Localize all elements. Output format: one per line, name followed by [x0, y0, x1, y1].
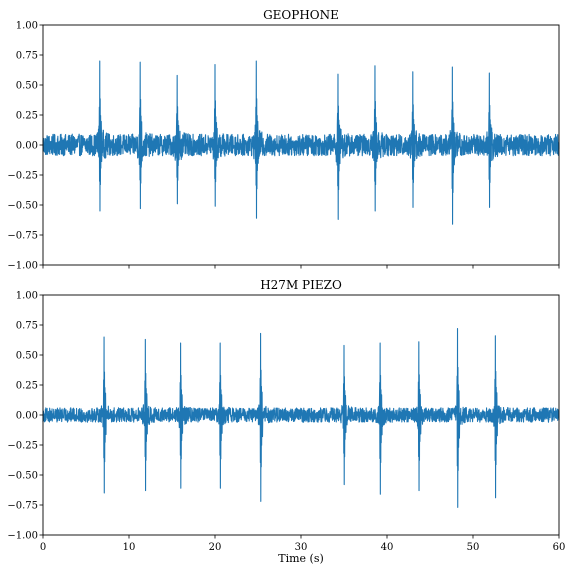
y-tick-label: 0.75 — [16, 51, 38, 62]
plot-area-piezo — [42, 328, 560, 508]
plot-area-geophone — [42, 60, 560, 225]
signal-line — [42, 60, 560, 225]
y-tick-label: 1.00 — [16, 291, 38, 302]
x-tick-label: 40 — [381, 542, 394, 553]
y-tick-label: 1.00 — [16, 21, 38, 32]
chart-title: H27M PIEZO — [260, 278, 342, 292]
y-tick-label: −1.00 — [7, 531, 38, 542]
y-tick-label: −0.25 — [7, 441, 38, 452]
y-tick-label: −1.00 — [7, 261, 38, 272]
x-tick-label: 0 — [40, 542, 46, 553]
y-tick-label: −0.25 — [7, 171, 38, 182]
y-tick-label: 0.50 — [16, 81, 38, 92]
chart-title: GEOPHONE — [263, 8, 339, 22]
x-tick-label: 50 — [467, 542, 480, 553]
x-tick-label: 10 — [123, 542, 136, 553]
panel-geophone: GEOPHONE −1.00 −0.75 −0.50 −0.25 0.00 0.25 0.5… — [7, 8, 560, 272]
x-tick-label: 30 — [295, 542, 308, 553]
y-tick-label: −0.50 — [7, 471, 38, 482]
x-axis-piezo: 0 10 20 30 40 50 60 — [40, 535, 566, 553]
y-tick-label: 0.75 — [16, 321, 38, 332]
y-tick-label: −0.50 — [7, 201, 38, 212]
y-axis-piezo: −1.00 −0.75 −0.50 −0.25 0.00 0.25 0.50 0.75 1.00 — [7, 291, 43, 542]
panel-piezo: H27M PIEZO −1.00 −0.75 −0.50 −0.25 0.00 0.25 0… — [7, 278, 565, 565]
y-tick-label: −0.75 — [7, 231, 38, 242]
y-tick-label: 0.25 — [16, 111, 38, 122]
y-tick-label: 0.00 — [16, 411, 38, 422]
x-axis-label: Time (s) — [278, 552, 324, 565]
y-tick-label: −0.75 — [7, 501, 38, 512]
y-tick-label: 0.50 — [16, 351, 38, 362]
y-tick-label: 0.25 — [16, 381, 38, 392]
y-axis-geophone: −1.00 −0.75 −0.50 −0.25 0.00 0.25 0.50 0.75 1.00 — [7, 21, 43, 272]
x-tick-label: 60 — [553, 542, 566, 553]
y-tick-label: 0.00 — [16, 141, 38, 152]
x-tick-label: 20 — [209, 542, 222, 553]
x-axis-geophone — [42, 265, 560, 269]
signal-line — [42, 328, 560, 508]
